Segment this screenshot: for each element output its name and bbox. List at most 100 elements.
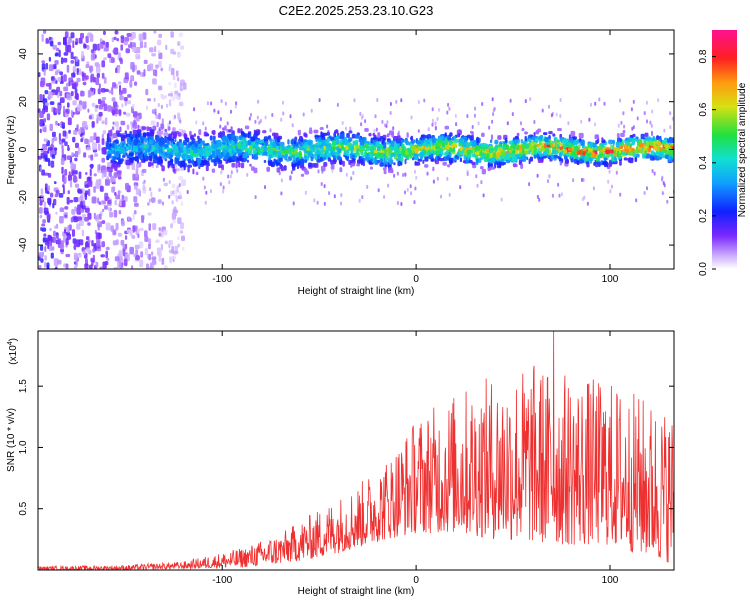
- heatmap-cell: [84, 192, 87, 198]
- heatmap-cell: [331, 145, 336, 150]
- heatmap-cell: [158, 156, 163, 162]
- heatmap-cell: [548, 104, 550, 109]
- heatmap-cell: [446, 110, 449, 115]
- heatmap-cell: [111, 186, 115, 193]
- heatmap-cell: [42, 219, 46, 224]
- heatmap-cell: [195, 120, 198, 125]
- heatmap-cell: [108, 90, 114, 94]
- heatmap-cell: [651, 152, 655, 156]
- heatmap-cell: [314, 154, 318, 161]
- heatmap-cell: [269, 128, 272, 133]
- heatmap-cell: [210, 159, 215, 163]
- heatmap-cell: [127, 100, 131, 105]
- heatmap-cell: [661, 191, 664, 196]
- heatmap-cell: [158, 85, 163, 91]
- heatmap-cell: [72, 136, 76, 143]
- heatmap-cell: [409, 184, 412, 189]
- heatmap-cell: [88, 115, 92, 120]
- heatmap-cell: [624, 148, 630, 153]
- heatmap-cell: [43, 150, 48, 156]
- heatmap-cell: [634, 138, 638, 142]
- heatmap-cell: [340, 201, 342, 206]
- heatmap-cell: [598, 145, 601, 151]
- heatmap-cell: [471, 125, 474, 129]
- heatmap-cell: [70, 91, 74, 97]
- heatmap-cell: [146, 263, 150, 269]
- heatmap-cell: [149, 152, 152, 156]
- heatmap-cell: [247, 132, 250, 139]
- heatmap-cell: [543, 150, 547, 156]
- heatmap-cell: [43, 138, 48, 142]
- heatmap-cell: [451, 144, 456, 148]
- heatmap-cell: [400, 157, 404, 163]
- heatmap-cell: [144, 236, 149, 242]
- heatmap-cell: [355, 152, 360, 157]
- heatmap-cell: [520, 121, 522, 126]
- heatmap-cell: [175, 157, 179, 164]
- heatmap-cell: [325, 152, 331, 157]
- heatmap-cell: [436, 176, 439, 181]
- heatmap-cell: [150, 162, 154, 166]
- heatmap-cell: [386, 133, 390, 138]
- heatmap-cell: [42, 237, 48, 243]
- heatmap-cell: [236, 168, 239, 173]
- heatmap-cell: [86, 124, 89, 129]
- heatmap-cell: [70, 109, 73, 117]
- heatmap-cell: [64, 169, 68, 176]
- heatmap-cell: [172, 219, 176, 224]
- heatmap-cell: [152, 78, 157, 85]
- heatmap-cell: [668, 154, 671, 159]
- heatmap-cell: [268, 154, 272, 159]
- heatmap-cell: [132, 225, 136, 233]
- x-tick-label: -100: [212, 575, 232, 586]
- heatmap-cell: [202, 176, 205, 181]
- heatmap-cell: [504, 137, 508, 143]
- heatmap-cell: [375, 141, 380, 146]
- heatmap-cell: [410, 191, 413, 196]
- heatmap-cell: [218, 164, 223, 169]
- heatmap-cell: [472, 145, 475, 152]
- heatmap-cell: [623, 157, 628, 161]
- heatmap-cell: [601, 137, 604, 141]
- heatmap-cell: [481, 168, 486, 175]
- heatmap-cell: [262, 130, 267, 134]
- heatmap-cell: [85, 64, 90, 69]
- heatmap-cell: [43, 201, 47, 210]
- heatmap-cell: [52, 64, 57, 70]
- heatmap-cell: [479, 166, 484, 170]
- heatmap-cell: [177, 132, 182, 137]
- heatmap-cell: [230, 109, 232, 114]
- heatmap-cell: [78, 171, 82, 179]
- heatmap-cell: [157, 49, 160, 54]
- heatmap-cell: [111, 164, 116, 168]
- heatmap-cell: [417, 100, 420, 104]
- heatmap-cell: [158, 112, 161, 120]
- heatmap-cell: [84, 263, 89, 269]
- heatmap-cell: [239, 136, 242, 140]
- heatmap-cell: [149, 187, 152, 192]
- heatmap-cell: [295, 157, 298, 163]
- heatmap-cell: [135, 54, 139, 58]
- heatmap-cell: [60, 75, 64, 83]
- heatmap-cell: [174, 114, 176, 119]
- heatmap-cell: [63, 234, 66, 243]
- heatmap-cell: [304, 142, 308, 147]
- chart-title: C2E2.2025.253.23.10.G23: [279, 3, 434, 18]
- heatmap-cell: [95, 232, 101, 240]
- heatmap-cell: [150, 120, 156, 126]
- heatmap-cell: [43, 127, 47, 133]
- heatmap-cell: [329, 148, 335, 153]
- colorbar-tick-label: 0.8: [698, 49, 709, 63]
- heatmap-cell: [492, 112, 495, 117]
- heatmap-cell: [469, 135, 473, 141]
- heatmap-cell: [86, 247, 90, 253]
- heatmap-cell: [135, 47, 141, 54]
- heatmap-cell: [243, 140, 246, 145]
- heatmap-cell: [117, 66, 120, 74]
- heatmap-cell: [284, 146, 287, 151]
- heatmap-cell: [150, 191, 153, 197]
- heatmap-cell: [290, 154, 296, 159]
- heatmap-cell: [61, 144, 64, 150]
- heatmap-cell: [578, 132, 584, 139]
- heatmap-cell: [175, 70, 179, 77]
